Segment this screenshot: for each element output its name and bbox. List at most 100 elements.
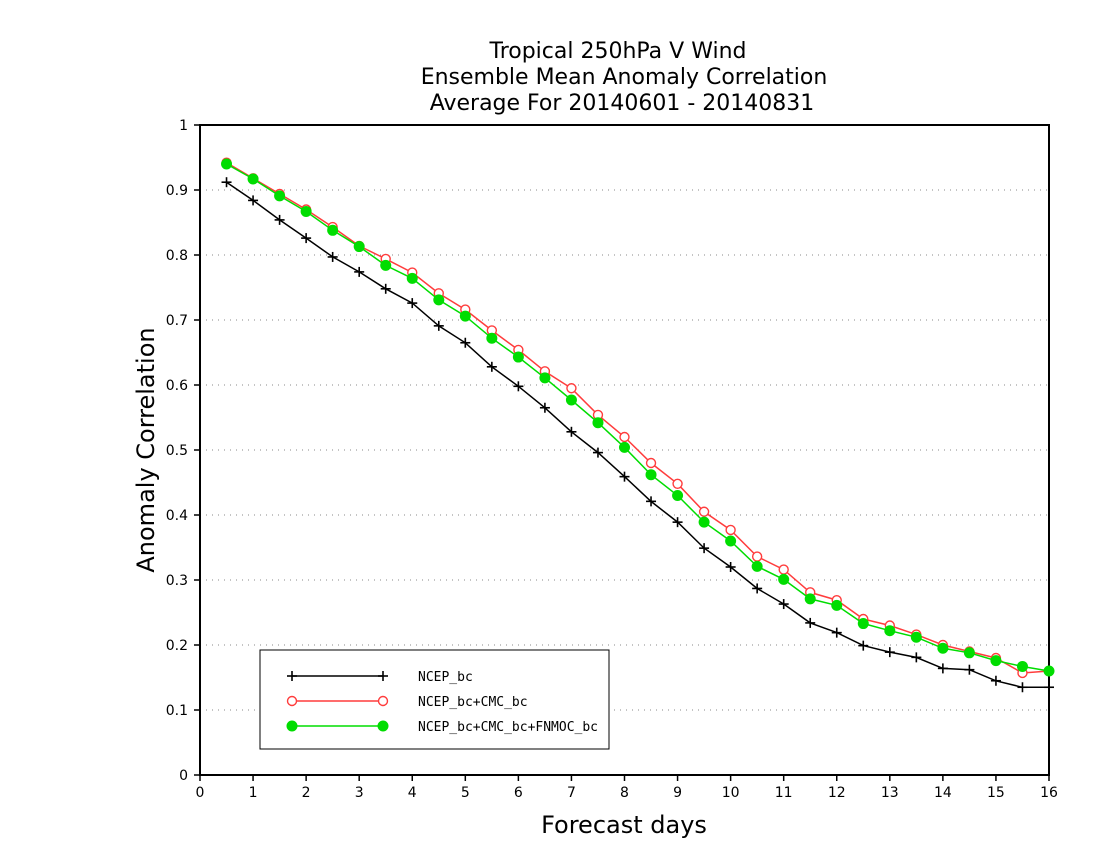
data-point <box>513 381 524 392</box>
data-point <box>645 469 657 481</box>
data-point <box>486 361 497 372</box>
legend-item: NCEP_bc+CMC_bc+FNMOC_bc <box>286 720 598 735</box>
legend-marker <box>377 720 389 732</box>
series-line <box>226 163 1050 672</box>
x-tick-label: 6 <box>514 785 523 801</box>
data-point <box>937 642 949 654</box>
data-point <box>512 351 524 363</box>
data-point <box>539 372 551 384</box>
series-line <box>226 181 1049 689</box>
data-point <box>300 205 312 217</box>
data-point <box>645 457 657 469</box>
data-point <box>380 283 391 294</box>
data-point <box>407 298 418 309</box>
x-tick-label: 5 <box>461 785 470 801</box>
y-tick-label: 0.7 <box>166 313 188 329</box>
y-tick-label: 0.6 <box>166 378 188 394</box>
data-point <box>698 506 710 517</box>
y-tick-label: 0.2 <box>166 638 188 654</box>
data-point <box>725 562 736 572</box>
x-tick-label: 16 <box>1040 785 1058 801</box>
data-point <box>937 663 948 674</box>
y-axis-ticks: 0 0.1 0.2 0.3 0.4 0.5 0.6 0.7 0.8 0.9 1 <box>166 118 200 784</box>
series-layer <box>221 157 1055 693</box>
legend-marker <box>287 671 297 681</box>
data-point <box>910 631 922 643</box>
data-point <box>805 617 816 628</box>
legend-label: NCEP_bc+CMC_bc+FNMOC_bc <box>418 720 598 735</box>
legend: NCEP_bc NCEP_bc+CMC_bc NCEP_bc+CMC_bc+FNMO… <box>259 649 610 750</box>
legend-label: NCEP_bc+CMC_bc <box>418 695 528 710</box>
data-point <box>301 233 312 244</box>
data-point <box>566 383 577 394</box>
data-point <box>486 332 498 344</box>
data-point <box>857 618 869 630</box>
data-point <box>884 647 895 658</box>
y-tick-label: 1 <box>179 118 188 134</box>
data-point <box>963 647 975 659</box>
data-point <box>460 337 471 348</box>
chart-title-line-3: Average For 20140601 - 20140831 <box>430 91 815 116</box>
x-tick-label: 9 <box>673 785 682 801</box>
data-point <box>1044 682 1054 693</box>
data-point <box>911 652 922 663</box>
x-tick-label: 7 <box>567 785 576 801</box>
legend-marker <box>378 671 388 681</box>
x-tick-label: 12 <box>828 785 846 801</box>
data-point <box>831 599 843 611</box>
data-point <box>990 655 1002 667</box>
series-3 <box>221 158 1055 677</box>
data-point <box>354 266 365 277</box>
data-point <box>778 564 789 575</box>
legend-marker <box>377 695 389 707</box>
data-point <box>751 551 763 562</box>
data-point <box>327 224 339 236</box>
y-tick-label: 0.4 <box>166 508 188 524</box>
data-point <box>831 627 842 638</box>
data-point <box>672 517 683 528</box>
x-axis-label: Forecast days <box>541 811 707 839</box>
data-point <box>964 664 975 675</box>
data-point <box>1016 660 1028 672</box>
legend-marker <box>286 720 298 732</box>
data-point <box>698 516 710 528</box>
data-point <box>459 310 471 322</box>
data-point <box>1017 682 1028 693</box>
data-point <box>725 524 736 536</box>
x-tick-label: 15 <box>987 785 1005 801</box>
data-point <box>221 158 233 170</box>
legend-label: NCEP_bc <box>418 670 473 685</box>
data-point <box>884 625 896 637</box>
x-tick-label: 3 <box>355 785 364 801</box>
data-point <box>221 177 232 188</box>
data-point <box>248 195 259 206</box>
series-2 <box>221 157 1055 679</box>
data-point <box>539 402 550 413</box>
series-line <box>226 162 1050 674</box>
x-tick-label: 2 <box>302 785 311 801</box>
data-point <box>274 190 286 202</box>
data-point <box>565 394 577 406</box>
data-point <box>619 471 630 482</box>
data-point <box>858 640 869 651</box>
data-point <box>1043 665 1055 677</box>
data-point <box>778 573 790 585</box>
data-point <box>592 447 603 458</box>
data-point <box>247 173 259 185</box>
data-point <box>778 599 789 610</box>
x-tick-label: 10 <box>722 785 740 801</box>
data-point <box>672 478 683 489</box>
data-point <box>619 441 630 453</box>
x-tick-label: 11 <box>775 785 793 801</box>
series-1 <box>221 177 1054 693</box>
y-tick-label: 0.5 <box>166 443 188 459</box>
x-tick-label: 1 <box>249 785 258 801</box>
data-point <box>751 560 763 572</box>
x-tick-label: 4 <box>408 785 417 801</box>
legend-item: NCEP_bc <box>287 670 473 685</box>
x-tick-label: 8 <box>620 785 629 801</box>
data-point <box>752 583 763 594</box>
data-point <box>699 543 710 554</box>
data-point <box>433 294 445 306</box>
chart-title: Tropical 250hPa V Wind Ensemble Mean Ano… <box>421 39 828 116</box>
